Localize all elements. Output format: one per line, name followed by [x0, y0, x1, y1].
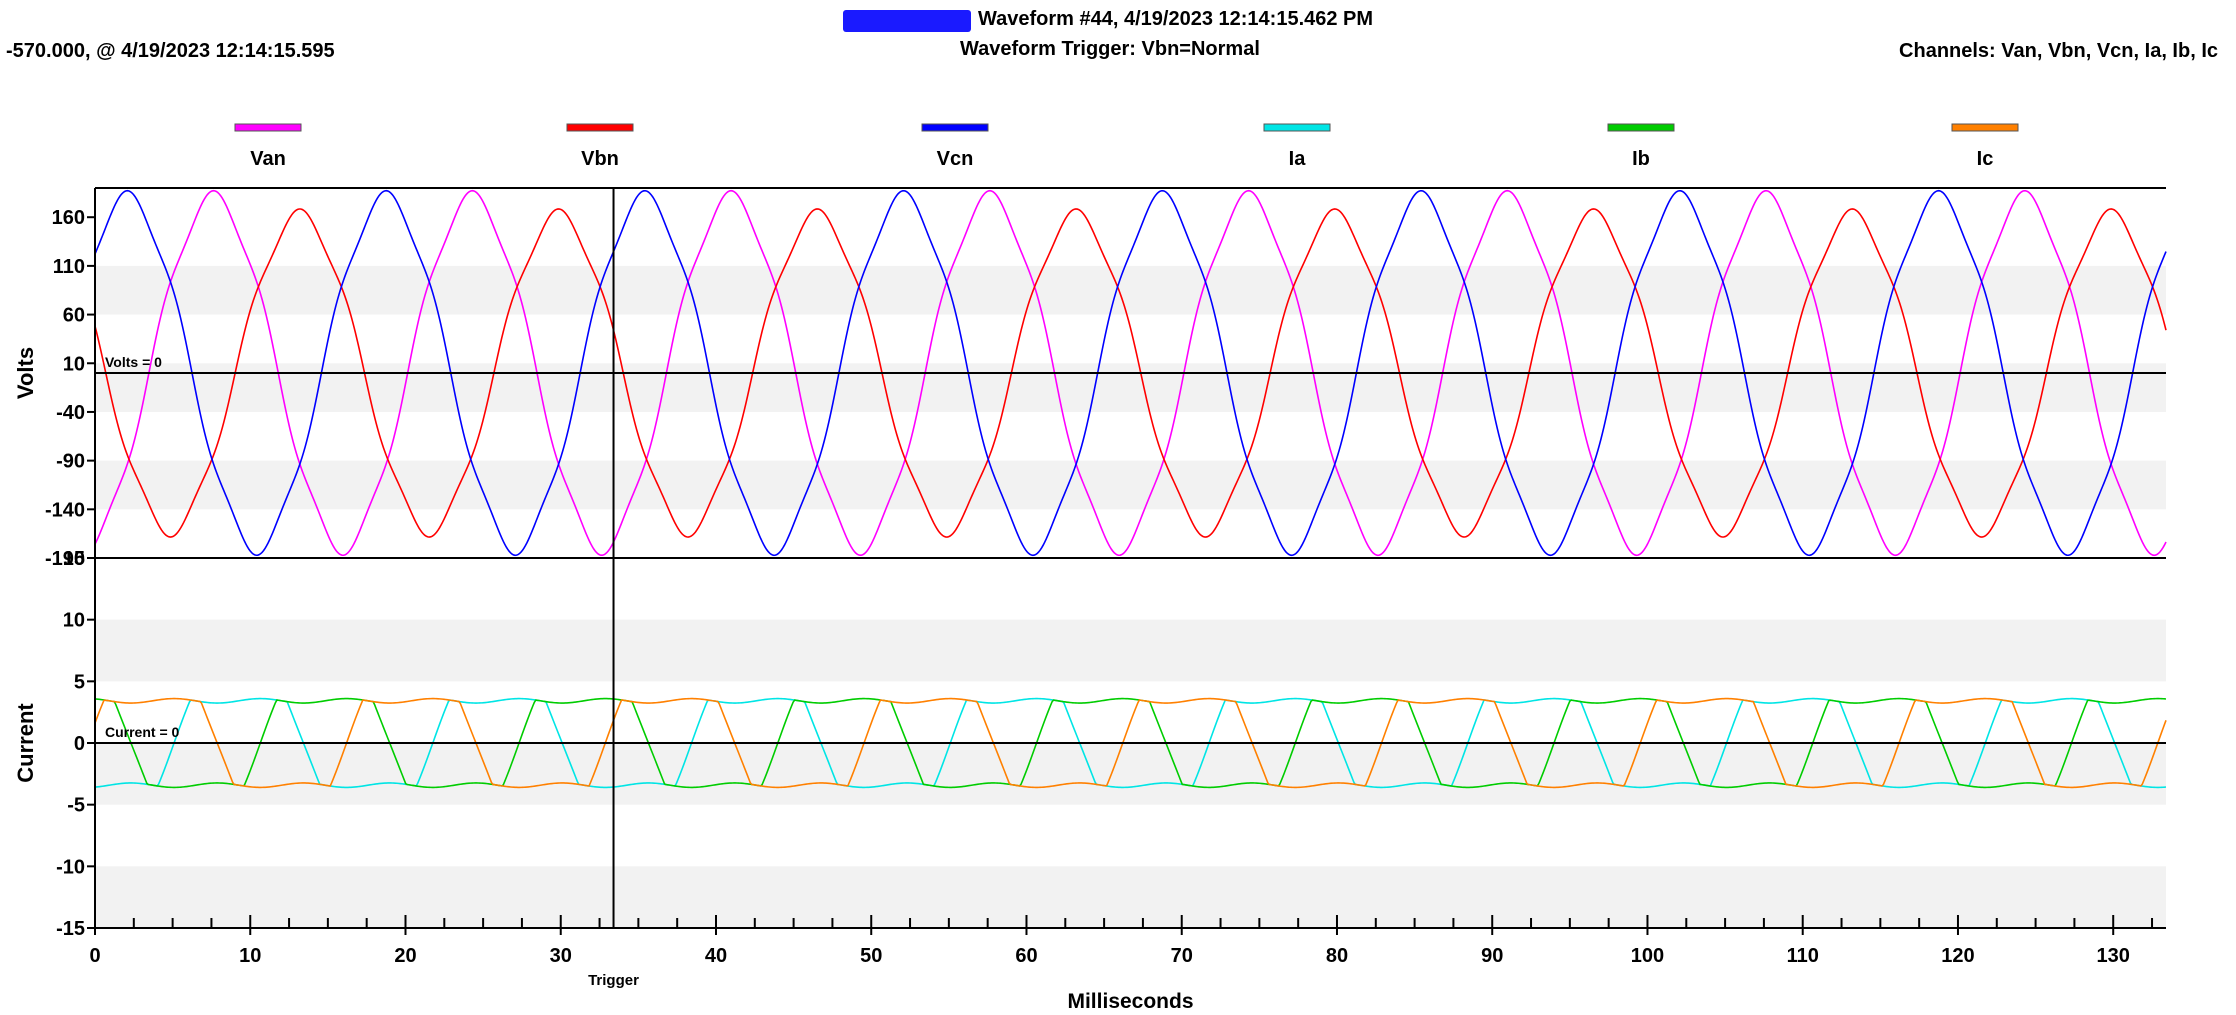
axes: 1601106010-40-90-140-190Volts151050-5-10…	[13, 207, 2154, 1013]
y-tick-label: 110	[53, 256, 85, 278]
x-axis-label: Milliseconds	[1067, 990, 1193, 1013]
y-tick-label: 60	[63, 305, 85, 327]
legend-swatch-ia	[1263, 123, 1331, 132]
cursor-readout: -570.000, @ 4/19/2023 12:14:15.595	[6, 40, 335, 62]
x-tick-label: 30	[550, 945, 572, 967]
x-tick-label: 130	[2097, 945, 2130, 967]
x-tick-label: 20	[394, 945, 416, 967]
y-tick-label: -90	[56, 451, 85, 473]
grid-band	[95, 866, 2166, 928]
y-tick-label: 10	[63, 610, 85, 632]
y-axis-label: Volts	[13, 347, 38, 399]
legend: Van Vbn Vcn Ia Ib Ic	[234, 123, 2019, 170]
series-vcn	[94, 189, 2167, 557]
x-tick-label: 100	[1631, 945, 1664, 967]
zero-label: Current = 0	[105, 724, 180, 740]
y-tick-label: -10	[56, 856, 85, 878]
panel-series	[94, 189, 2167, 789]
y-tick-label: -40	[56, 402, 85, 424]
series-ia	[94, 697, 2167, 789]
waveform-title: Waveform #44, 4/19/2023 12:14:15.462 PM	[978, 8, 1374, 30]
legend-swatch-ib	[1607, 123, 1675, 132]
legend-label-ib: Ib	[1632, 148, 1650, 170]
redacted-block	[843, 10, 971, 32]
legend-swatch-vbn	[566, 123, 634, 132]
grid-band	[95, 460, 2166, 510]
x-tick-label: 80	[1326, 945, 1348, 967]
x-tick-label: 10	[239, 945, 261, 967]
grid-band	[95, 363, 2166, 412]
legend-swatch-vcn	[921, 123, 989, 132]
x-tick-label: 60	[1015, 945, 1037, 967]
y-tick-label: -190	[45, 548, 85, 570]
panel-frames: Volts = 0 Current = 0	[94, 187, 2166, 929]
y-tick-label: 5	[74, 671, 85, 693]
x-tick-label: 0	[89, 945, 100, 967]
grid-band	[95, 265, 2166, 315]
y-tick-label: 160	[52, 207, 85, 229]
series-van	[94, 189, 2167, 557]
panel-bands	[95, 265, 2166, 928]
x-tick-label: 110	[1787, 945, 1819, 967]
y-tick-label: 10	[63, 353, 85, 375]
series-ib	[94, 697, 2167, 789]
trigger-label: Trigger	[588, 972, 639, 989]
x-tick-label: 50	[860, 945, 882, 967]
y-tick-label: 0	[74, 733, 85, 755]
x-tick-label: 70	[1171, 945, 1193, 967]
legend-swatch-ic	[1951, 123, 2019, 132]
legend-label-ic: Ic	[1977, 148, 1994, 170]
waveform-trigger-text: Waveform Trigger: Vbn=Normal	[960, 38, 1260, 60]
x-tick-label: 40	[705, 945, 727, 967]
x-tick-label: 90	[1481, 945, 1503, 967]
series-vbn	[94, 208, 2167, 538]
series-ic	[94, 697, 2167, 789]
legend-swatch-van	[234, 123, 302, 132]
y-tick-label: -15	[56, 918, 85, 940]
x-tick-label: 120	[1941, 945, 1974, 967]
channels-list: Channels: Van, Vbn, Vcn, Ia, Ib, Ic	[1899, 40, 2218, 62]
legend-label-van: Van	[250, 148, 286, 170]
y-tick-label: 15	[63, 548, 85, 570]
legend-label-vcn: Vcn	[937, 148, 974, 170]
legend-label-vbn: Vbn	[581, 148, 619, 170]
grid-band	[95, 619, 2166, 682]
y-axis-label: Current	[13, 703, 38, 783]
y-tick-label: -140	[45, 499, 85, 521]
grid-band	[95, 743, 2166, 805]
legend-label-ia: Ia	[1289, 148, 1307, 170]
zero-label: Volts = 0	[105, 354, 162, 370]
y-tick-label: -5	[67, 795, 85, 817]
